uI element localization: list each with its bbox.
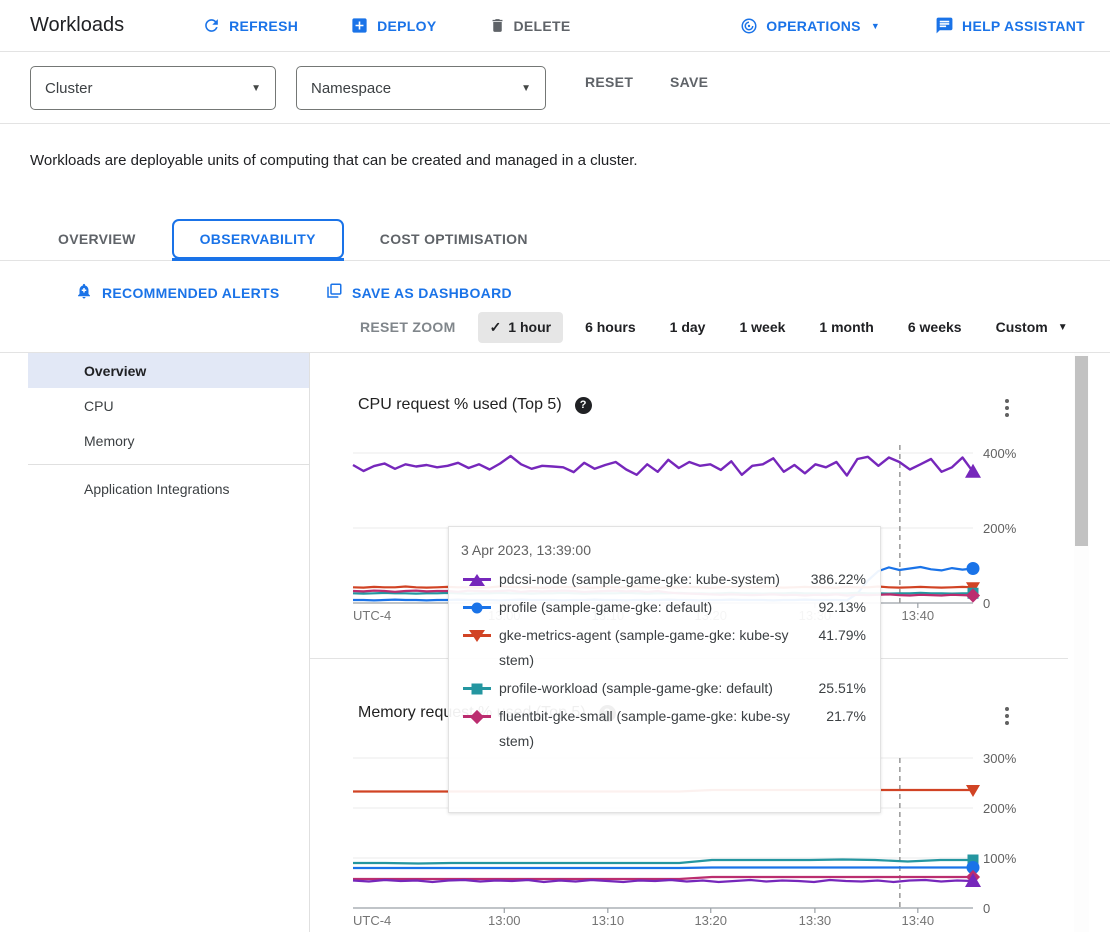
operations-menu-button[interactable]: OPERATIONS ▼	[740, 17, 880, 35]
help-icon[interactable]: ?	[574, 396, 592, 414]
cluster-select[interactable]: Cluster ▼	[30, 66, 276, 110]
save-as-dashboard-button[interactable]: SAVE AS DASHBOARD	[325, 282, 512, 303]
tooltip-value: 92.13%	[818, 599, 866, 615]
svg-text:0: 0	[983, 901, 990, 916]
tab-overview[interactable]: OVERVIEW	[58, 230, 136, 247]
tooltip-row: fluentbit-gke-small (sample-game-gke: ku…	[461, 704, 866, 754]
alert-bell-icon	[75, 282, 93, 303]
memory-chart-more-menu[interactable]	[998, 705, 1016, 727]
refresh-icon	[202, 16, 221, 35]
chart-tooltip: 3 Apr 2023, 13:39:00 pdcsi-node (sample-…	[448, 526, 881, 813]
svg-text:400%: 400%	[983, 446, 1017, 461]
help-assistant-button[interactable]: HELP ASSISTANT	[935, 16, 1085, 35]
tooltip-row: pdcsi-node (sample-game-gke: kube-system…	[461, 567, 866, 592]
operations-icon	[740, 17, 758, 35]
square-legend-marker	[461, 676, 499, 701]
sidebar-item-cpu[interactable]: CPU	[84, 397, 114, 414]
tooltip-row: profile-workload (sample-game-gke: defau…	[461, 676, 866, 701]
svg-text:13:40: 13:40	[902, 608, 935, 623]
svg-text:200%: 200%	[983, 801, 1017, 816]
deploy-button[interactable]: DEPLOY	[350, 16, 436, 35]
time-range-1-day[interactable]: 1 day	[669, 319, 706, 335]
diamond-legend-marker	[461, 704, 499, 729]
cpu-chart-title: CPU request % used (Top 5)	[358, 396, 562, 413]
observability-actions-row: RECOMMENDED ALERTS SAVE AS DASHBOARD	[0, 280, 1110, 308]
chevron-down-icon: ▼	[870, 20, 881, 31]
save-filters-button[interactable]: SAVE	[670, 74, 709, 90]
svg-text:UTC-4: UTC-4	[353, 913, 391, 928]
delete-button[interactable]: DELETE	[489, 17, 571, 34]
reset-zoom-button[interactable]: RESET ZOOM	[360, 319, 456, 335]
tab-bar: OVERVIEW OBSERVABILITY COST OPTIMISATION	[0, 217, 1110, 261]
triangle-down-legend-marker	[461, 623, 499, 648]
tooltip-value: 41.79%	[818, 627, 866, 643]
svg-text:100%: 100%	[983, 851, 1017, 866]
tab-cost-optimisation[interactable]: COST OPTIMISATION	[379, 230, 528, 247]
sidebar-item-application-integrations[interactable]: Application Integrations	[84, 480, 230, 497]
namespace-select[interactable]: Namespace ▼	[296, 66, 546, 110]
svg-text:UTC-4: UTC-4	[353, 608, 391, 623]
sidebar-item-overview[interactable]: Overview	[28, 353, 309, 388]
dashboard-copy-icon	[325, 282, 343, 303]
tab-observability[interactable]: OBSERVABILITY	[171, 219, 344, 261]
trash-icon	[489, 17, 506, 34]
svg-text:13:00: 13:00	[488, 913, 521, 928]
refresh-button[interactable]: REFRESH	[202, 16, 298, 35]
time-range-6-hours[interactable]: 6 hours	[585, 319, 636, 335]
vertical-scrollbar[interactable]	[1074, 353, 1089, 932]
svg-text:300%: 300%	[983, 751, 1017, 766]
page-description: Workloads are deployable units of comput…	[30, 152, 638, 169]
svg-text:13:40: 13:40	[902, 913, 935, 928]
tooltip-value: 386.22%	[810, 571, 866, 587]
custom-range-button[interactable]: Custom ▼	[995, 319, 1068, 335]
top-action-bar: Workloads REFRESH DEPLOY DELETE OPERATIO…	[0, 0, 1110, 52]
time-range-6-weeks[interactable]: 6 weeks	[907, 319, 962, 335]
chat-icon	[935, 16, 954, 35]
tooltip-rows: pdcsi-node (sample-game-gke: kube-system…	[461, 567, 866, 754]
topbar-actions: REFRESH DEPLOY DELETE	[202, 16, 570, 35]
tooltip-timestamp: 3 Apr 2023, 13:39:00	[461, 542, 591, 558]
svg-text:13:20: 13:20	[694, 913, 727, 928]
tooltip-value: 21.7%	[826, 708, 866, 724]
time-range-1-month[interactable]: 1 month	[819, 319, 874, 335]
check-icon: ✓	[489, 318, 502, 335]
circle-legend-marker	[461, 595, 499, 620]
time-range-1-hour[interactable]: ✓ 1 hour	[477, 311, 564, 343]
time-chip-group: ✓ 1 hour 6 hours 1 day 1 week 1 month 6 weeks	[477, 311, 974, 343]
svg-text:200%: 200%	[983, 521, 1017, 536]
chevron-down-icon: ▼	[1057, 321, 1068, 333]
time-range-controls: RESET ZOOM ✓ 1 hour 6 hours 1 day 1 week 1 mo…	[360, 310, 1080, 344]
tooltip-row: gke-metrics-agent (sample-game-gke: kube…	[461, 623, 866, 673]
sidebar-item-memory[interactable]: Memory	[84, 432, 135, 449]
page-title: Workloads	[30, 14, 125, 36]
metrics-sidebar: Overview CPU Memory Application Integration…	[28, 353, 310, 932]
deploy-icon	[350, 16, 369, 35]
recommended-alerts-button[interactable]: RECOMMENDED ALERTS	[75, 282, 280, 303]
triangle-up-legend-marker	[461, 567, 499, 592]
cpu-panel-header: CPU request % used (Top 5) ?	[358, 396, 592, 414]
time-range-1-week[interactable]: 1 week	[739, 319, 786, 335]
svg-text:13:10: 13:10	[592, 913, 625, 928]
svg-text:13:30: 13:30	[799, 913, 832, 928]
scrollbar-thumb[interactable]	[1075, 356, 1088, 546]
reset-filters-button[interactable]: RESET	[585, 74, 634, 90]
tooltip-value: 25.51%	[818, 680, 866, 696]
chevron-down-icon: ▼	[521, 82, 531, 94]
topbar-right-actions: OPERATIONS ▼ HELP ASSISTANT	[740, 16, 1085, 35]
chevron-down-icon: ▼	[251, 82, 261, 94]
sidebar-divider	[28, 464, 309, 465]
tooltip-row: profile (sample-game-gke: default) 92.13%	[461, 595, 866, 620]
svg-text:0: 0	[983, 596, 990, 611]
cpu-chart-more-menu[interactable]	[998, 397, 1016, 419]
filter-bar: Cluster ▼ Namespace ▼ RESET SAVE	[0, 52, 1110, 124]
